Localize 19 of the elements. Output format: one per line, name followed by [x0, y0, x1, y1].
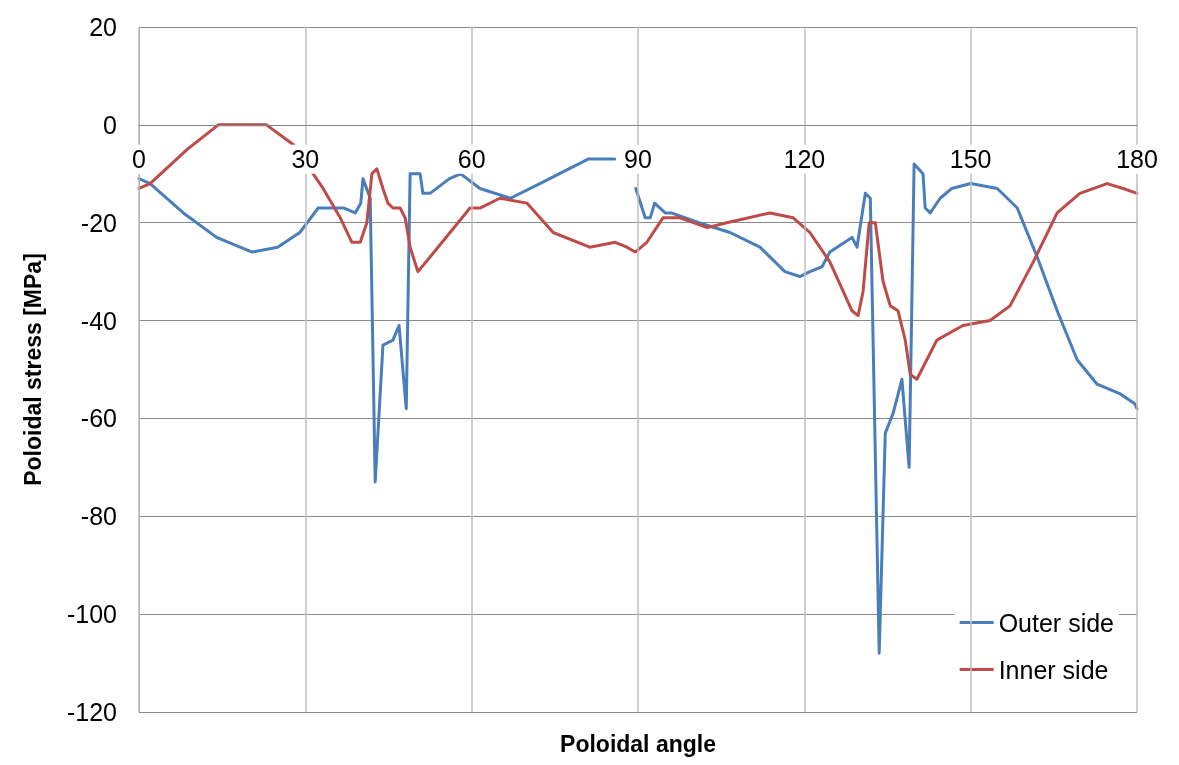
y-tick-label: 20: [89, 13, 117, 41]
y-tick-label: -20: [80, 208, 117, 237]
x-tick-label: 0: [132, 145, 146, 174]
x-tick-label: 180: [1116, 145, 1158, 174]
x-tick-label: 30: [291, 145, 320, 174]
y-tick-label: -40: [80, 306, 117, 335]
legend-label: Outer side: [998, 608, 1115, 637]
x-tick-label: 120: [783, 145, 826, 174]
x-tick-label: 90: [624, 145, 652, 174]
y-tick-label: -80: [80, 502, 117, 531]
y-tick-label: -100: [66, 600, 117, 629]
x-axis-title: Poloidal angle: [560, 730, 716, 757]
y-tick-label: -60: [80, 404, 117, 433]
y-tick-label: 0: [103, 110, 117, 139]
y-axis-title: Poloidal stress [MPa]: [19, 253, 46, 486]
legend-label: Inner side: [998, 655, 1109, 684]
x-tick-label: 150: [949, 145, 992, 174]
y-tick-label: -120: [66, 698, 117, 726]
x-tick-label: 60: [457, 145, 486, 174]
